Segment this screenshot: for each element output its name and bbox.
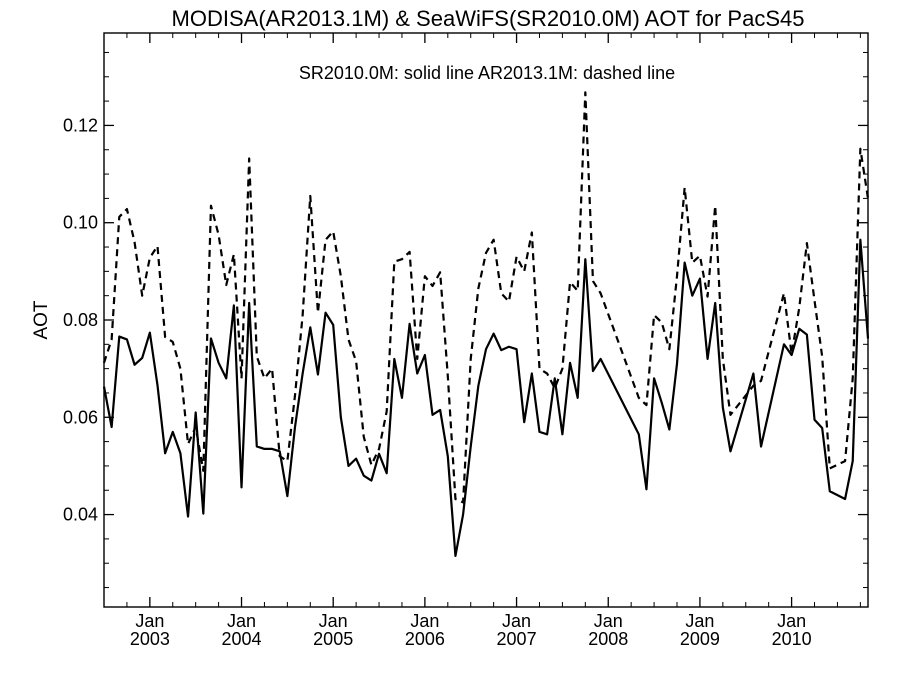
- x-tick-month-label: Jan: [685, 611, 714, 631]
- x-tick-month-label: Jan: [319, 611, 348, 631]
- y-axis-ticks: 0.04 0.06 0.08 0.10 0.12: [63, 51, 868, 589]
- series-line-dashed: [102, 91, 870, 504]
- chart-title: MODISA(AR2013.1M) & SeaWiFS(SR2010.0M) A…: [172, 6, 805, 31]
- line-style-annotation: SR2010.0M: solid line AR2013.1M: dashed …: [299, 63, 675, 83]
- y-tick-label: 0.04: [63, 505, 98, 525]
- x-tick-year-label: 2003: [130, 629, 170, 649]
- plot-area-frame: [103, 32, 869, 608]
- y-tick-label: 0.08: [63, 310, 98, 330]
- x-tick-year-label: 2009: [680, 629, 720, 649]
- x-tick-year-label: 2005: [313, 629, 353, 649]
- x-tick-year-label: 2010: [772, 629, 812, 649]
- x-tick-month-label: Jan: [410, 611, 439, 631]
- x-axis-ticks: Jan2003Jan2004Jan2005Jan2006Jan2007Jan20…: [103, 33, 861, 649]
- y-tick-label: 0.12: [63, 115, 98, 135]
- x-tick-year-label: 2006: [405, 629, 445, 649]
- x-tick-month-label: Jan: [135, 611, 164, 631]
- x-tick-month-label: Jan: [777, 611, 806, 631]
- data-series: [102, 91, 870, 558]
- x-tick-month-label: Jan: [502, 611, 531, 631]
- x-tick-year-label: 2004: [221, 629, 261, 649]
- x-tick-year-label: 2008: [588, 629, 628, 649]
- x-tick-month-label: Jan: [227, 611, 256, 631]
- y-tick-label: 0.06: [63, 407, 98, 427]
- y-tick-label: 0.10: [63, 213, 98, 233]
- x-tick-month-label: Jan: [594, 611, 623, 631]
- y-axis-label: AOT: [31, 300, 52, 339]
- series-line-solid: [102, 238, 870, 558]
- x-tick-year-label: 2007: [497, 629, 537, 649]
